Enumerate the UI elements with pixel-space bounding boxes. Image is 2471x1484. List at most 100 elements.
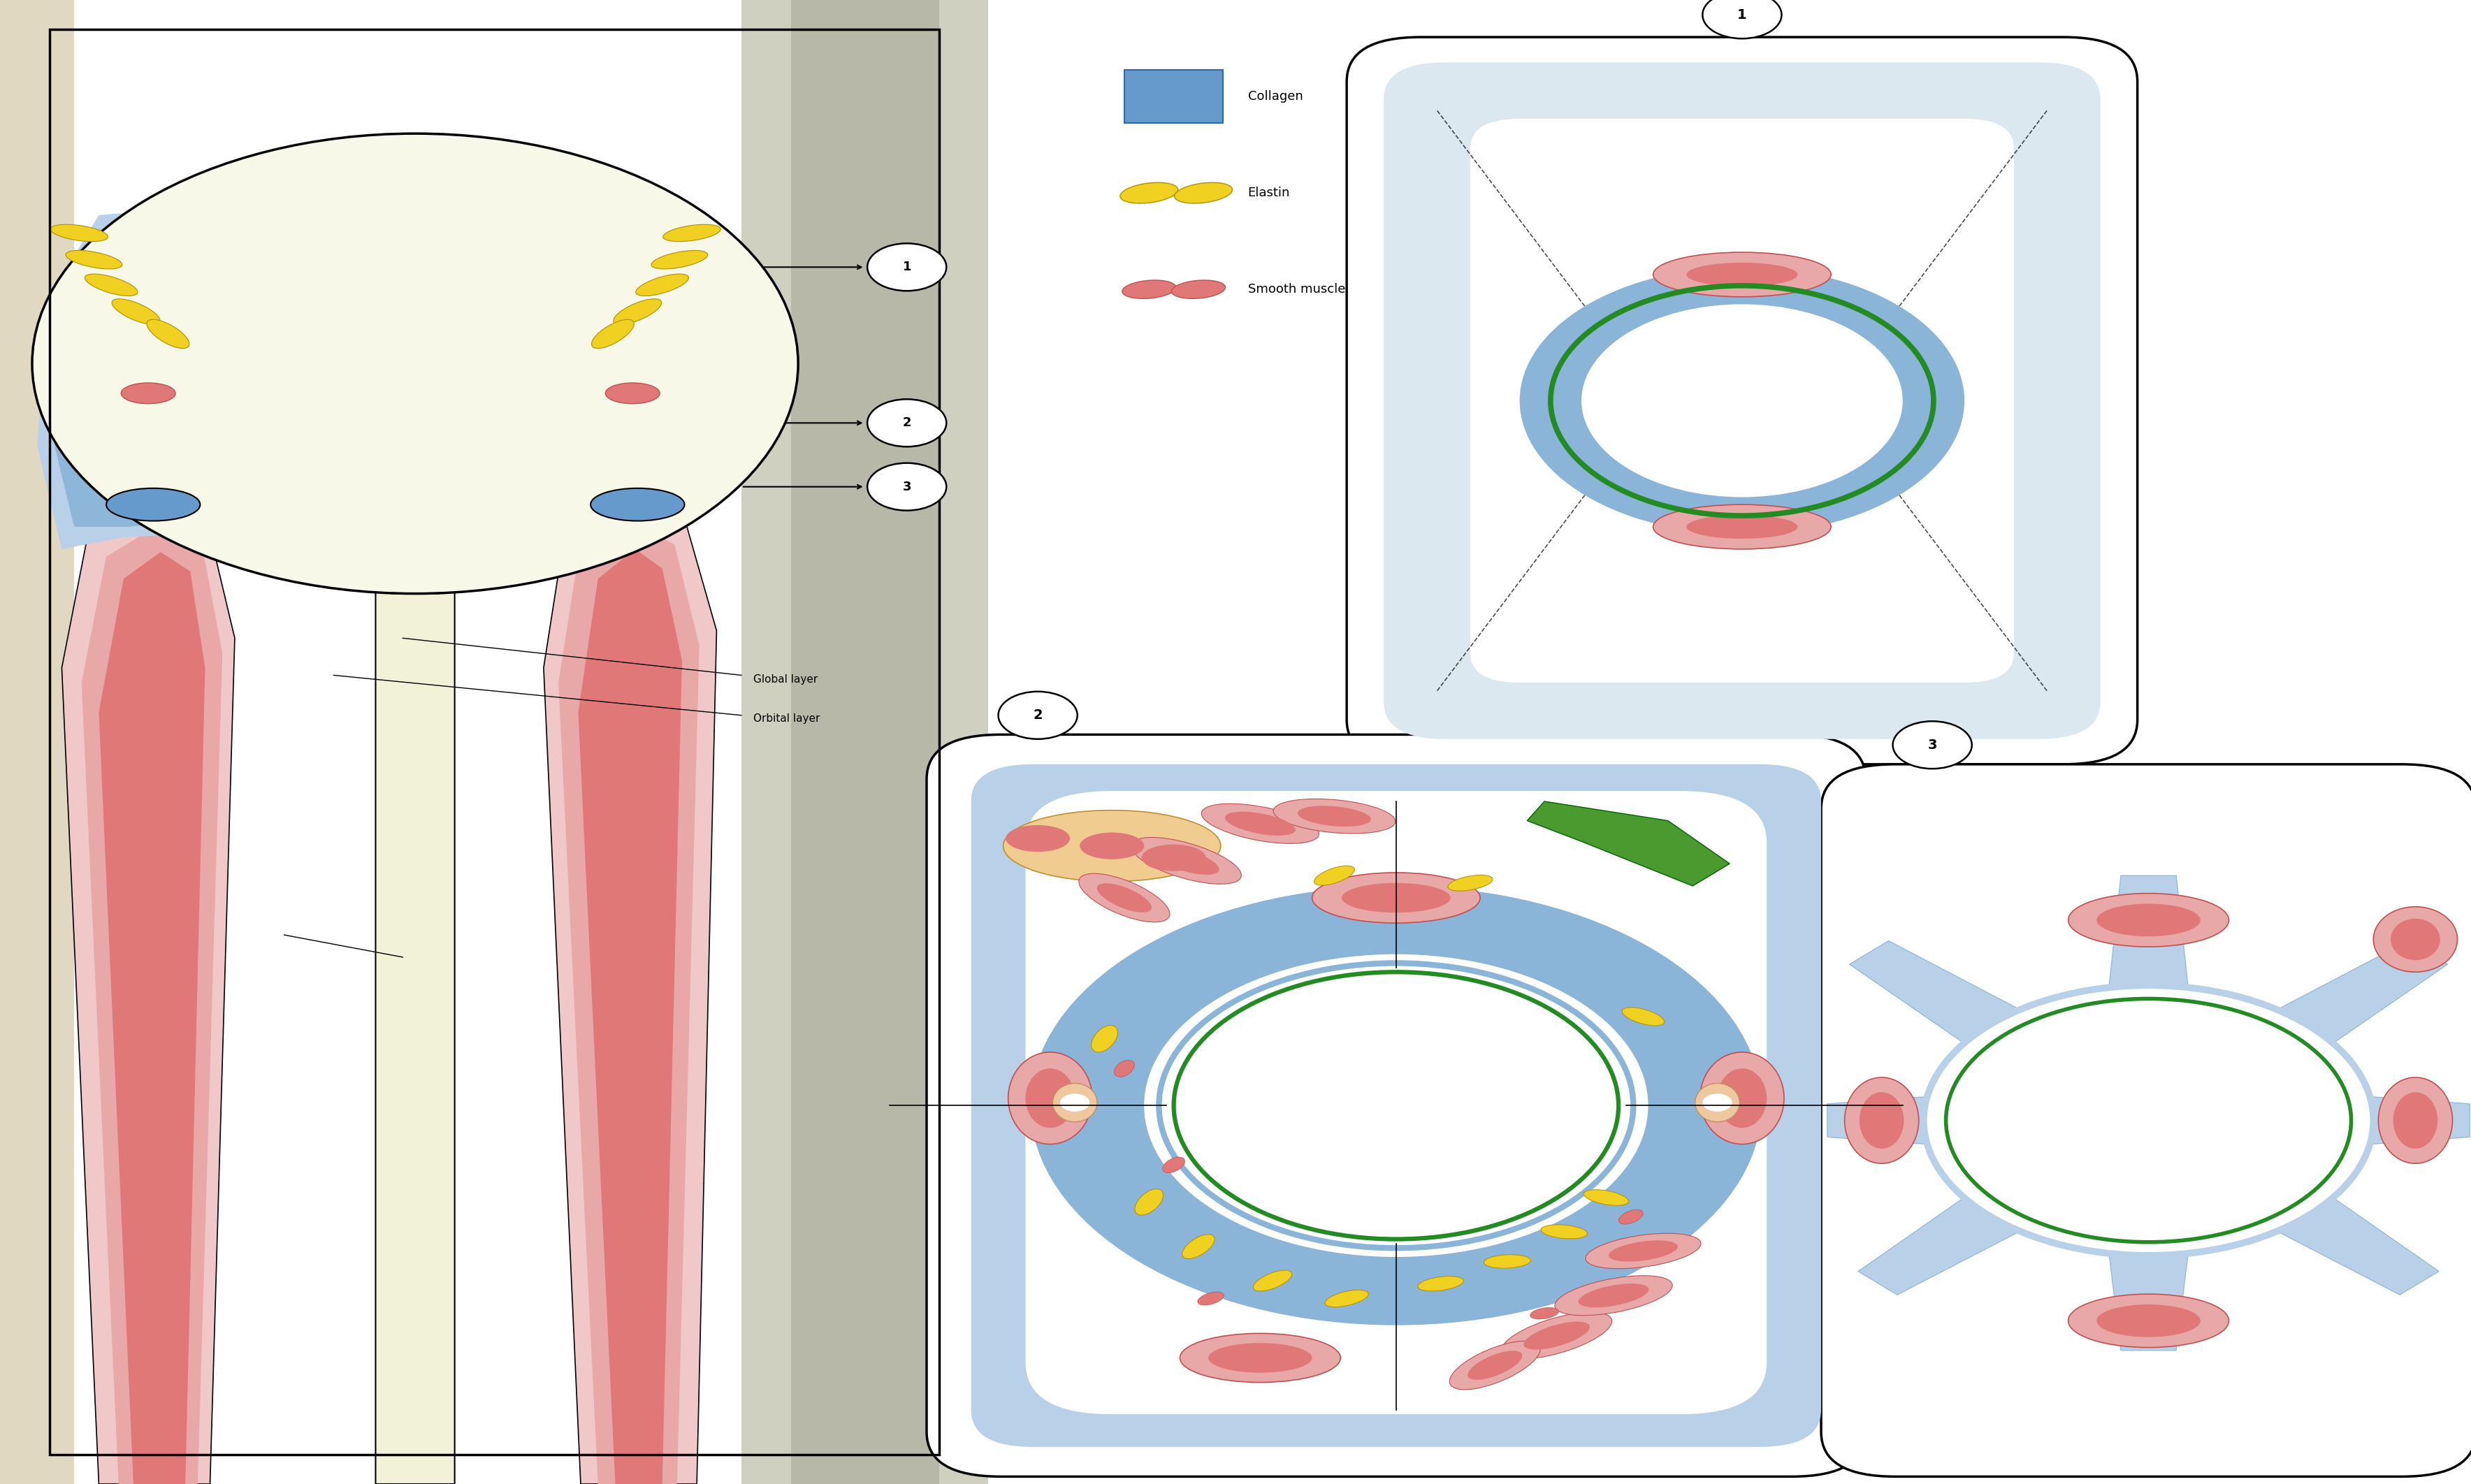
Text: Pulley sling: Pulley sling (1710, 395, 1774, 407)
Polygon shape (0, 0, 74, 1484)
Circle shape (867, 399, 946, 447)
Circle shape (1945, 999, 2352, 1242)
Circle shape (1893, 721, 1972, 769)
Circle shape (1060, 1094, 1090, 1112)
Ellipse shape (1621, 1008, 1665, 1025)
Ellipse shape (1695, 1083, 1740, 1122)
Polygon shape (1848, 941, 2019, 1043)
Text: SO: SO (2194, 804, 2209, 815)
Polygon shape (642, 0, 988, 1484)
Ellipse shape (1122, 280, 1176, 298)
Ellipse shape (1315, 865, 1354, 886)
Ellipse shape (1119, 183, 1179, 203)
Polygon shape (791, 0, 939, 1484)
Ellipse shape (1448, 876, 1492, 890)
Ellipse shape (1530, 1307, 1559, 1319)
Ellipse shape (1579, 1284, 1648, 1307)
Text: LPS: LPS (1888, 804, 1908, 815)
Ellipse shape (662, 224, 722, 242)
Ellipse shape (1253, 1270, 1292, 1291)
Ellipse shape (2392, 1092, 2436, 1149)
Ellipse shape (1542, 1224, 1586, 1239)
Polygon shape (494, 217, 781, 534)
Circle shape (1174, 972, 1619, 1239)
Text: LR-SR
band: LR-SR band (1008, 1014, 1040, 1034)
Ellipse shape (2068, 1294, 2229, 1347)
Bar (1124, 70, 1223, 123)
Ellipse shape (111, 298, 161, 325)
Text: 2: 2 (902, 417, 912, 429)
Ellipse shape (67, 251, 121, 269)
Ellipse shape (1003, 810, 1221, 881)
Ellipse shape (1142, 844, 1206, 871)
Ellipse shape (121, 383, 175, 404)
Circle shape (1703, 1094, 1732, 1112)
FancyBboxPatch shape (971, 764, 1821, 1447)
Ellipse shape (1653, 505, 1831, 549)
Ellipse shape (1179, 1333, 1339, 1383)
Ellipse shape (84, 275, 138, 295)
Ellipse shape (1008, 1052, 1092, 1144)
FancyBboxPatch shape (1384, 62, 2100, 739)
Circle shape (1703, 0, 1782, 39)
Ellipse shape (1312, 873, 1480, 923)
Polygon shape (2278, 1198, 2439, 1296)
Text: Pulley ring: Pulley ring (304, 358, 363, 370)
Polygon shape (578, 549, 682, 1484)
Ellipse shape (1717, 1068, 1767, 1128)
Text: GL: GL (2409, 935, 2422, 944)
Ellipse shape (1097, 883, 1151, 913)
Ellipse shape (1324, 1290, 1369, 1307)
Ellipse shape (1006, 825, 1070, 852)
Circle shape (1144, 954, 1648, 1257)
Polygon shape (376, 579, 455, 1484)
Polygon shape (1829, 1097, 1927, 1144)
Ellipse shape (2372, 907, 2456, 972)
Ellipse shape (1525, 1322, 1589, 1349)
Circle shape (998, 692, 1077, 739)
Ellipse shape (1619, 1209, 1643, 1224)
Polygon shape (2370, 1097, 2471, 1144)
Polygon shape (49, 0, 939, 1484)
Ellipse shape (1132, 837, 1240, 884)
Ellipse shape (1273, 798, 1396, 834)
Text: Orbital layer: Orbital layer (754, 712, 820, 724)
Ellipse shape (1468, 1350, 1522, 1380)
Polygon shape (54, 223, 301, 527)
Ellipse shape (613, 298, 662, 325)
Text: SOT: SOT (1767, 794, 1791, 804)
Ellipse shape (1342, 883, 1450, 913)
Ellipse shape (1688, 263, 1799, 286)
Ellipse shape (1502, 1312, 1611, 1359)
Ellipse shape (2095, 904, 2199, 936)
Polygon shape (544, 505, 717, 1484)
Text: IO: IO (1364, 1426, 1379, 1437)
Text: ME: ME (1774, 1097, 1791, 1109)
Text: LE: LE (1008, 1097, 1023, 1109)
Polygon shape (741, 0, 988, 1484)
Ellipse shape (1181, 1235, 1216, 1258)
Text: OL: OL (2412, 876, 2427, 886)
Polygon shape (2278, 941, 2449, 1043)
Ellipse shape (1025, 1068, 1075, 1128)
Ellipse shape (1586, 1233, 1700, 1269)
Ellipse shape (1700, 1052, 1784, 1144)
Polygon shape (99, 552, 205, 1484)
Text: MR: MR (625, 1328, 650, 1343)
Ellipse shape (1609, 1241, 1678, 1261)
Circle shape (1581, 304, 1903, 497)
FancyBboxPatch shape (1821, 764, 2471, 1477)
Text: LR: LR (146, 1328, 166, 1343)
Ellipse shape (1053, 1083, 1097, 1122)
Text: 1: 1 (902, 261, 912, 273)
Ellipse shape (591, 488, 684, 521)
Ellipse shape (2095, 1304, 2199, 1337)
Ellipse shape (1554, 1276, 1673, 1315)
Circle shape (32, 134, 798, 594)
Text: MR: MR (2407, 1114, 2424, 1126)
Ellipse shape (1584, 1190, 1628, 1205)
Polygon shape (0, 0, 321, 1484)
Ellipse shape (1092, 1025, 1117, 1052)
Circle shape (867, 243, 946, 291)
Text: Smooth muscle: Smooth muscle (1248, 283, 1344, 295)
